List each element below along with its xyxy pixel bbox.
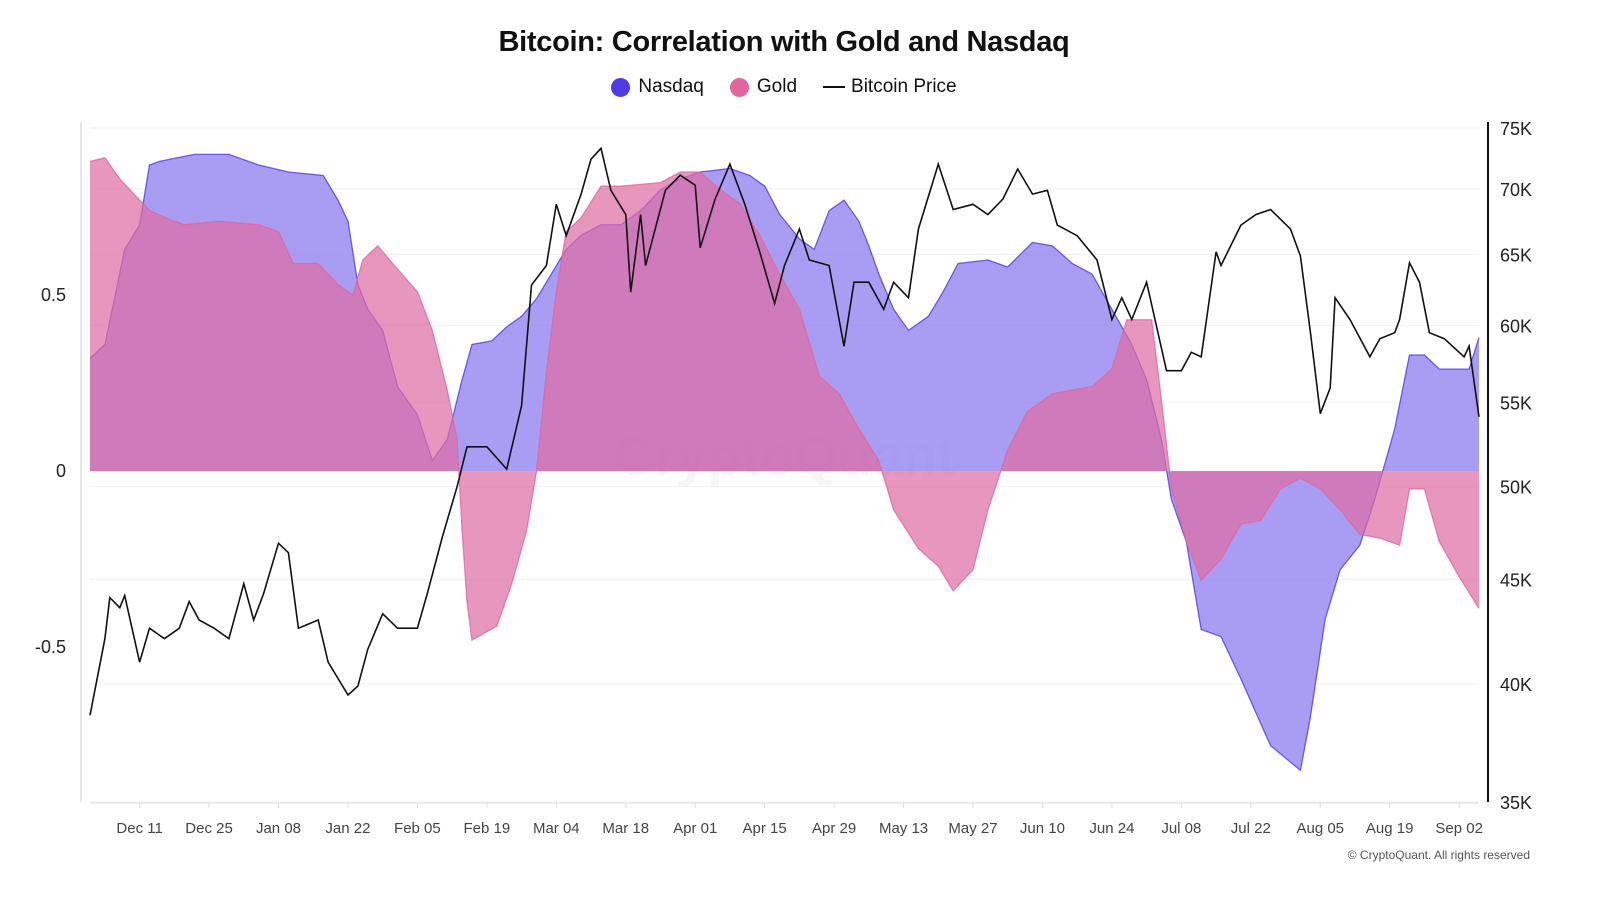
chart-title: Bitcoin: Correlation with Gold and Nasda… [498, 26, 1070, 58]
line-bitcoin-price [89, 146, 1480, 716]
legend-item-nasdaq[interactable]: Nasdaq [611, 76, 704, 98]
legend-label-gold: Gold [756, 76, 798, 97]
x-tick-label: Jun 10 [1020, 820, 1065, 837]
x-tick-label: Aug 05 [1296, 820, 1344, 837]
copyright-text: © CryptoQuant. All rights reserved [1347, 848, 1530, 862]
x-tick-label: Feb 05 [394, 820, 441, 837]
line-gold [89, 157, 1480, 642]
y-right-tick-label: 45K [1500, 571, 1532, 591]
line-swatch-icon [823, 86, 846, 88]
y-right-tick-label: 70K [1500, 180, 1532, 200]
legend-label-bitcoin-price: Bitcoin Price [851, 76, 957, 97]
x-tick-label: Sep 02 [1435, 820, 1483, 837]
y-right-tick-label: 60K [1500, 316, 1532, 336]
nasdaq-swatch-icon [611, 77, 631, 97]
y-right-tick-label: 50K [1500, 478, 1532, 498]
legend-label-nasdaq: Nasdaq [638, 76, 704, 97]
x-tick-label: Apr 29 [812, 820, 856, 837]
y-right-tick-label: 75K [1500, 119, 1532, 139]
y-right-tick-label: 55K [1500, 393, 1532, 413]
y-right-tick-label: 65K [1500, 246, 1532, 266]
x-tick-label: Apr 15 [743, 820, 787, 837]
x-tick-label: Apr 01 [673, 820, 717, 837]
x-tick-label: Dec 25 [185, 820, 233, 837]
y-left-tick-label: -0.5 [35, 637, 66, 657]
x-tick-label: Jul 08 [1161, 820, 1201, 837]
x-tick-label: Feb 19 [464, 820, 511, 837]
x-tick-label: Mar 04 [533, 820, 580, 837]
y-right-tick-label: 35K [1500, 793, 1532, 813]
gold-swatch-icon [729, 77, 749, 97]
x-tick-label: May 13 [879, 820, 928, 837]
x-tick-label: Jun 24 [1089, 820, 1134, 837]
x-tick-label: Jul 22 [1231, 820, 1271, 837]
x-tick-label: Dec 11 [116, 820, 162, 837]
y-left-tick-label: 0 [56, 461, 66, 481]
legend: Nasdaq Gold Bitcoin Price [0, 76, 1568, 98]
legend-item-bitcoin-price[interactable]: Bitcoin Price [823, 76, 957, 98]
x-tick-label: May 27 [948, 820, 997, 837]
y-left-tick-label: 0.5 [41, 285, 66, 305]
legend-item-gold[interactable]: Gold [729, 76, 798, 98]
x-tick-label: Jan 08 [256, 820, 301, 837]
x-tick-label: Aug 19 [1366, 820, 1414, 837]
x-tick-label: Jan 22 [325, 820, 370, 837]
area-gold [90, 157, 1479, 641]
x-tick-label: Mar 18 [602, 820, 649, 837]
y-right-tick-label: 40K [1500, 675, 1532, 695]
